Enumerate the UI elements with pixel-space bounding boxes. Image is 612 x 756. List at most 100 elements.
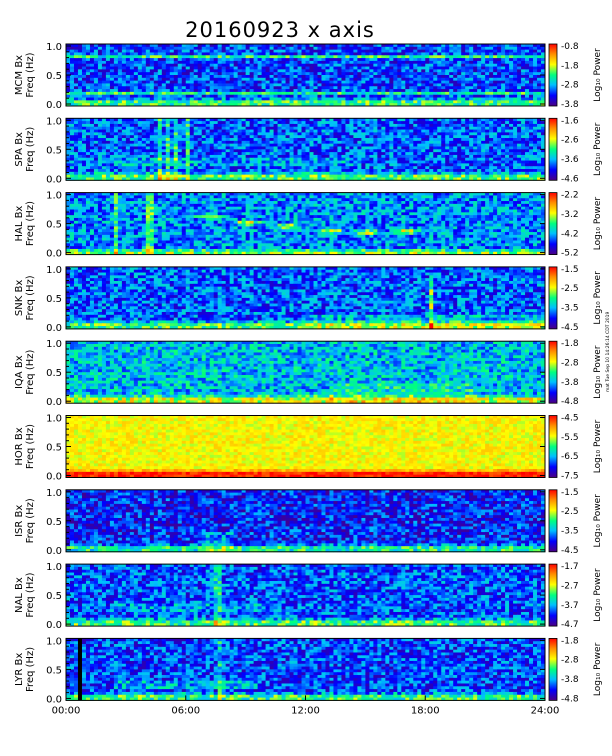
heatmap-cell [365,154,370,159]
heatmap-cell [101,66,107,70]
heatmap-cell [489,138,494,142]
heatmap-cell [113,171,119,176]
heatmap-cell [297,135,302,139]
heatmap-cell [509,135,514,139]
heatmap-cell [301,86,306,90]
heatmap-cell [397,86,402,90]
heatmap-cell [277,55,282,59]
heatmap-cell [113,89,119,93]
heatmap-cell [525,138,530,142]
heatmap-cell [317,80,322,84]
heatmap-cell [377,86,382,90]
heatmap-cell [529,129,534,133]
heatmap-cell [521,89,526,93]
heatmap-cell [477,103,482,107]
heatmap-cell [473,169,478,173]
heatmap-cell [493,52,498,56]
heatmap-cell [281,44,286,48]
heatmap-cell [373,138,378,142]
heatmap-cell [245,83,251,87]
heatmap-cell [213,94,219,98]
heatmap-cell [221,123,227,128]
heatmap-cell [445,58,450,62]
heatmap-cell [69,171,75,176]
heatmap-cell [509,152,514,156]
heatmap-cell [165,129,171,133]
heatmap-cell [281,154,286,159]
heatmap-cell [69,83,75,87]
heatmap-cell [165,52,171,56]
heatmap-cell [66,86,71,90]
heatmap-cell [393,118,398,122]
heatmap-cell [389,91,394,96]
heatmap-cell [209,49,215,53]
heatmap-cell [277,52,282,56]
heatmap-cell [229,143,235,147]
heatmap-cell [437,140,442,145]
heatmap-cell [397,75,402,79]
heatmap-cell [473,86,478,90]
heatmap-cell [133,126,139,130]
heatmap-cell [66,69,71,73]
heatmap-cell [241,100,247,104]
heatmap-cell [145,83,151,87]
heatmap-cell [345,103,350,107]
heatmap-cell [317,166,322,170]
heatmap-cell [153,44,159,48]
heatmap-cell [325,160,330,164]
heatmap-cell [469,138,474,142]
heatmap-cell [261,129,266,133]
heatmap-cell [329,126,334,130]
heatmap-cell [153,75,159,79]
heatmap-cell [241,157,247,161]
heatmap-cell [389,44,394,48]
heatmap-cell [345,44,350,48]
heatmap-cell [509,132,514,136]
heatmap-cell [445,135,450,139]
heatmap-cell [133,157,139,161]
heatmap-cell [105,160,111,164]
heatmap-cell [201,143,207,147]
heatmap-cell [337,66,342,70]
heatmap-cell [245,86,251,90]
heatmap-cell [273,63,278,67]
heatmap-cell [249,154,255,159]
heatmap-cell [533,138,538,142]
heatmap-cell [533,75,538,79]
heatmap-cell [137,129,143,133]
heatmap-cell [489,140,494,145]
heatmap-cell [81,86,87,90]
heatmap-cell [457,46,462,51]
heatmap-cell [181,89,187,93]
heatmap-cell [525,75,530,79]
heatmap-cell [521,138,526,142]
heatmap-cell [341,55,346,59]
heatmap-cell [105,77,111,82]
heatmap-cell [121,77,127,82]
heatmap-cell [513,169,518,173]
heatmap-cell [473,135,478,139]
heatmap-cell [129,123,135,128]
heatmap-cell [265,75,270,79]
heatmap-cell [249,44,255,48]
heatmap-cell [253,160,258,164]
heatmap-cell [125,80,131,84]
heatmap-cell [217,166,223,170]
heatmap-cell [529,123,534,128]
heatmap-cell [401,143,406,147]
heatmap-cell [137,118,143,122]
heatmap-cell [381,118,386,122]
heatmap-cell [321,163,326,167]
heatmap-cell [69,123,75,128]
heatmap-cell [445,149,450,153]
heatmap-cell [433,60,438,65]
heatmap-cell [493,97,498,101]
heatmap-cell [261,58,266,62]
heatmap-cell [161,171,167,176]
heatmap-cell [177,94,183,98]
heatmap-cell [301,66,306,70]
heatmap-cell [261,72,266,76]
heatmap-cell [113,103,119,107]
heatmap-cell [261,123,266,128]
heatmap-cell [237,44,243,48]
